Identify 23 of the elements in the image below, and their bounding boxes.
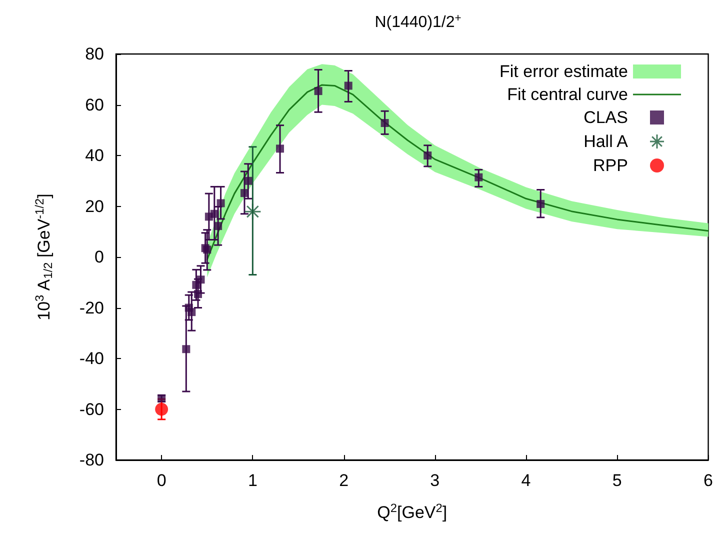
legend-label: Hall A (584, 132, 629, 151)
y-tick-label: 80 (85, 44, 104, 64)
y-tick-label: -80 (79, 450, 104, 470)
y-tick-label: 60 (85, 95, 104, 114)
x-tick-label: 2 (339, 471, 349, 490)
x-tick-label: 4 (521, 471, 531, 490)
x-tick-label: 5 (612, 471, 622, 490)
y-tick-label: 20 (85, 196, 104, 216)
legend-label: RPP (593, 156, 628, 175)
legend-label: Fit central curve (507, 85, 628, 104)
x-tick-label: 1 (248, 471, 258, 490)
y-axis-title: 103 A1/2 [GeV-1/2] (32, 194, 55, 320)
y-tick-label: 0 (94, 248, 104, 266)
chart-title: N(1440)1/2+ (374, 12, 462, 31)
y-tick-label: 40 (85, 146, 104, 165)
y-tick-label: -60 (79, 400, 104, 419)
legend-label: Fit error estimate (500, 62, 628, 81)
x-tick-label: 3 (430, 471, 440, 490)
x-tick-label: 6 (704, 471, 714, 490)
y-tick-label: -20 (79, 298, 104, 318)
x-tick-label: 0 (156, 471, 166, 490)
legend-label: CLAS (584, 108, 628, 127)
y-tick-label: -40 (79, 349, 104, 368)
